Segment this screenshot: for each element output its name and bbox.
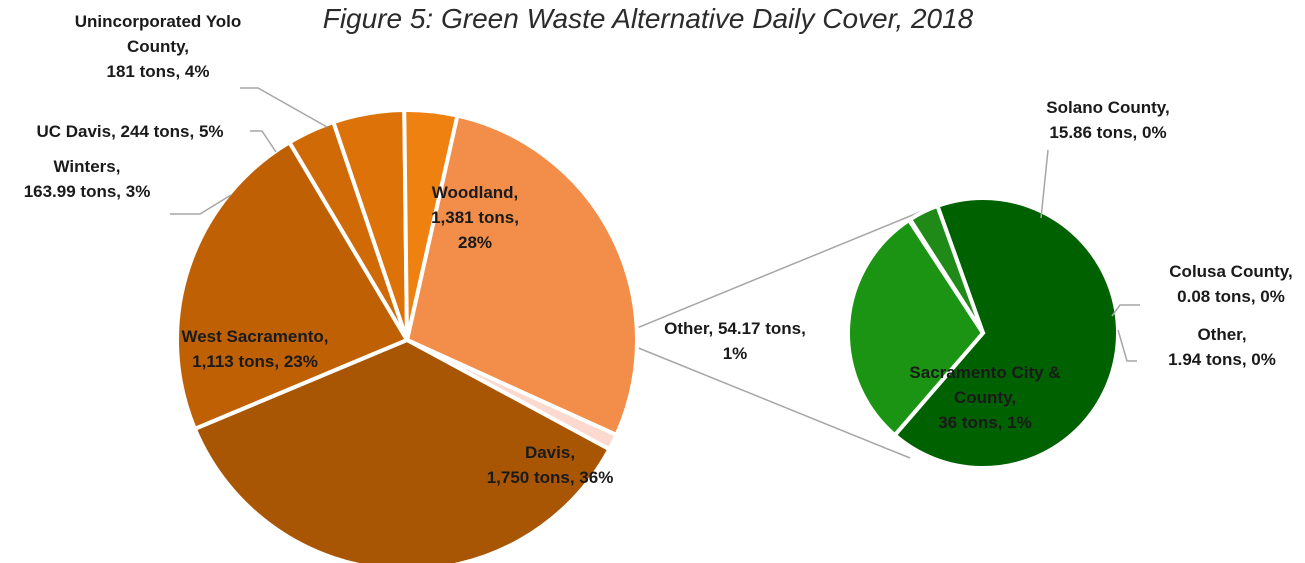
chart-title: Figure 5: Green Waste Alternative Daily … [323,3,974,34]
leader-solano [1040,149,1049,219]
data-label-line: 1% [723,344,748,363]
leader-other-sub [1117,329,1137,362]
slice-woodland [404,113,639,438]
data-label-sub-sacramento-city-county: Sacramento City & County, 36 tons, 1% [909,363,1060,432]
sub-slice-sacramento-city-county [891,196,1120,470]
data-label-line: 15.86 tons, 0% [1049,123,1166,142]
connector-top [631,211,921,331]
sub-slice-solano-county [846,217,986,438]
data-label-line: 181 tons, 4% [107,62,210,81]
data-label-line: 1.94 tons, 0% [1168,350,1276,369]
data-label-line: Other, 54.17 tons, [664,319,806,338]
data-label-line: 163.99 tons, 3% [24,182,151,201]
slice-west-sacramento [175,139,410,432]
leader-colusa [1111,304,1140,317]
data-label-line: Woodland, [432,183,519,202]
data-label-line: 1,381 tons, [431,208,519,227]
data-label-line: 1,750 tons, 36% [487,468,614,487]
data-label-sub-solano-county: Solano County, 15.86 tons, 0% [1046,98,1169,142]
data-label-line: 1,113 tons, 23% [192,352,318,371]
connector-bottom [635,346,911,459]
data-label-uc-davis: UC Davis, 244 tons, 5% [36,122,223,141]
data-label-woodland: Woodland, 1,381 tons, 28% [431,183,519,252]
secondary-pie [846,196,1120,470]
slice-davis [192,337,613,563]
sub-slice-other [907,203,985,335]
data-label-line: Other, [1197,325,1246,344]
data-label-line: Solano County, [1046,98,1169,117]
data-label-line: County, [954,388,1016,407]
data-label-line: West Sacramento, [181,327,328,346]
data-label-west-sacramento: West Sacramento, 1,113 tons, 23% [181,327,328,371]
data-label-line: 0.08 tons, 0% [1177,287,1285,306]
data-label-unincorporated-yolo-county: Unincorporated Yolo County, 181 tons, 4% [75,12,242,81]
leader-lines [170,87,1140,362]
data-label-sub-other: Other, 1.94 tons, 0% [1168,325,1276,369]
data-label-line: Unincorporated Yolo [75,12,242,31]
data-label-line: Davis, [525,443,575,462]
data-label-sub-colusa-county: Colusa County, 0.08 tons, 0% [1169,262,1292,306]
leader-unincorporated-yolo [240,87,328,128]
data-label-other: Other, 54.17 tons, 1% [664,319,806,363]
leader-winters [170,194,232,215]
data-label-line: Sacramento City & [909,363,1060,382]
primary-pie [175,107,639,563]
data-label-line: 28% [458,233,492,252]
slice-unincorporated-yolo-county [402,108,460,341]
data-label-winters: Winters, 163.99 tons, 3% [24,157,151,201]
data-label-line: UC Davis, 244 tons, 5% [36,122,223,141]
pie-connector-lines [631,211,921,459]
data-labels: Woodland, 1,381 tons, 28% Other, 54.17 tons… [24,12,1293,487]
leader-uc-davis [250,130,277,153]
data-label-line: County, [127,37,189,56]
data-label-line: Winters, [54,157,121,176]
data-label-line: Colusa County, [1169,262,1292,281]
data-label-line: 36 tons, 1% [938,413,1032,432]
data-label-davis: Davis, 1,750 tons, 36% [487,443,614,487]
